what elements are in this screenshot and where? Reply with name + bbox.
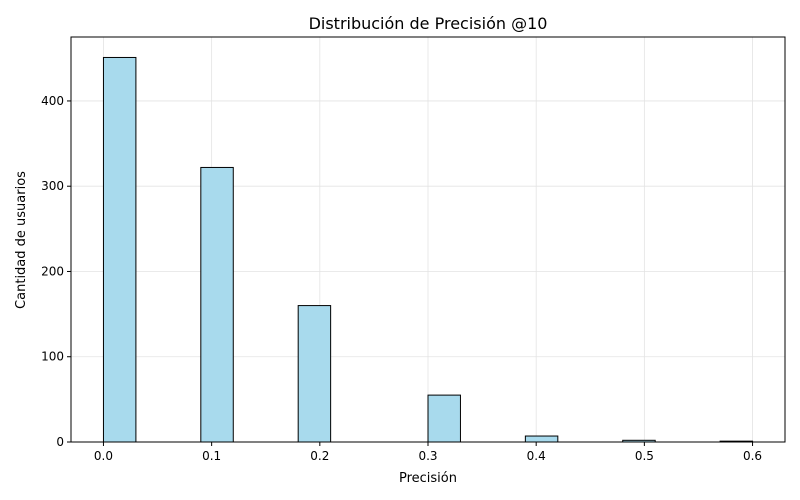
histogram-bar-4 xyxy=(524,435,559,443)
x-tick-label-3: 0.3 xyxy=(418,449,437,463)
histogram-bar-2 xyxy=(297,305,332,443)
x-tick-label-5: 0.5 xyxy=(635,449,654,463)
x-tick-label-6: 0.6 xyxy=(743,449,762,463)
histogram-bar-3 xyxy=(427,394,461,443)
tick-layer: 0.0 0.1 0.2 0.3 0.4 0.5 0.6 0 100 200 300 400 xyxy=(41,94,762,463)
histogram-bar-0 xyxy=(102,56,137,443)
histogram-bar-1 xyxy=(200,166,234,443)
y-axis-label: Cantidad de usuarios xyxy=(14,171,29,309)
x-tick-label-1: 0.1 xyxy=(202,449,221,463)
x-tick-label-2: 0.2 xyxy=(310,449,329,463)
x-tick-label-0: 0.0 xyxy=(94,449,113,463)
y-tick-label-2: 200 xyxy=(41,264,64,278)
y-tick-label-3: 300 xyxy=(41,179,64,193)
y-tick-label-0: 0 xyxy=(56,435,64,449)
x-tick-label-4: 0.4 xyxy=(527,449,546,463)
bar-layer xyxy=(102,56,754,443)
chart-title: Distribución de Precisión @10 xyxy=(309,14,548,33)
y-tick-label-1: 100 xyxy=(41,350,64,364)
x-axis-label: Precisión xyxy=(399,471,457,486)
y-tick-label-4: 400 xyxy=(41,94,64,108)
